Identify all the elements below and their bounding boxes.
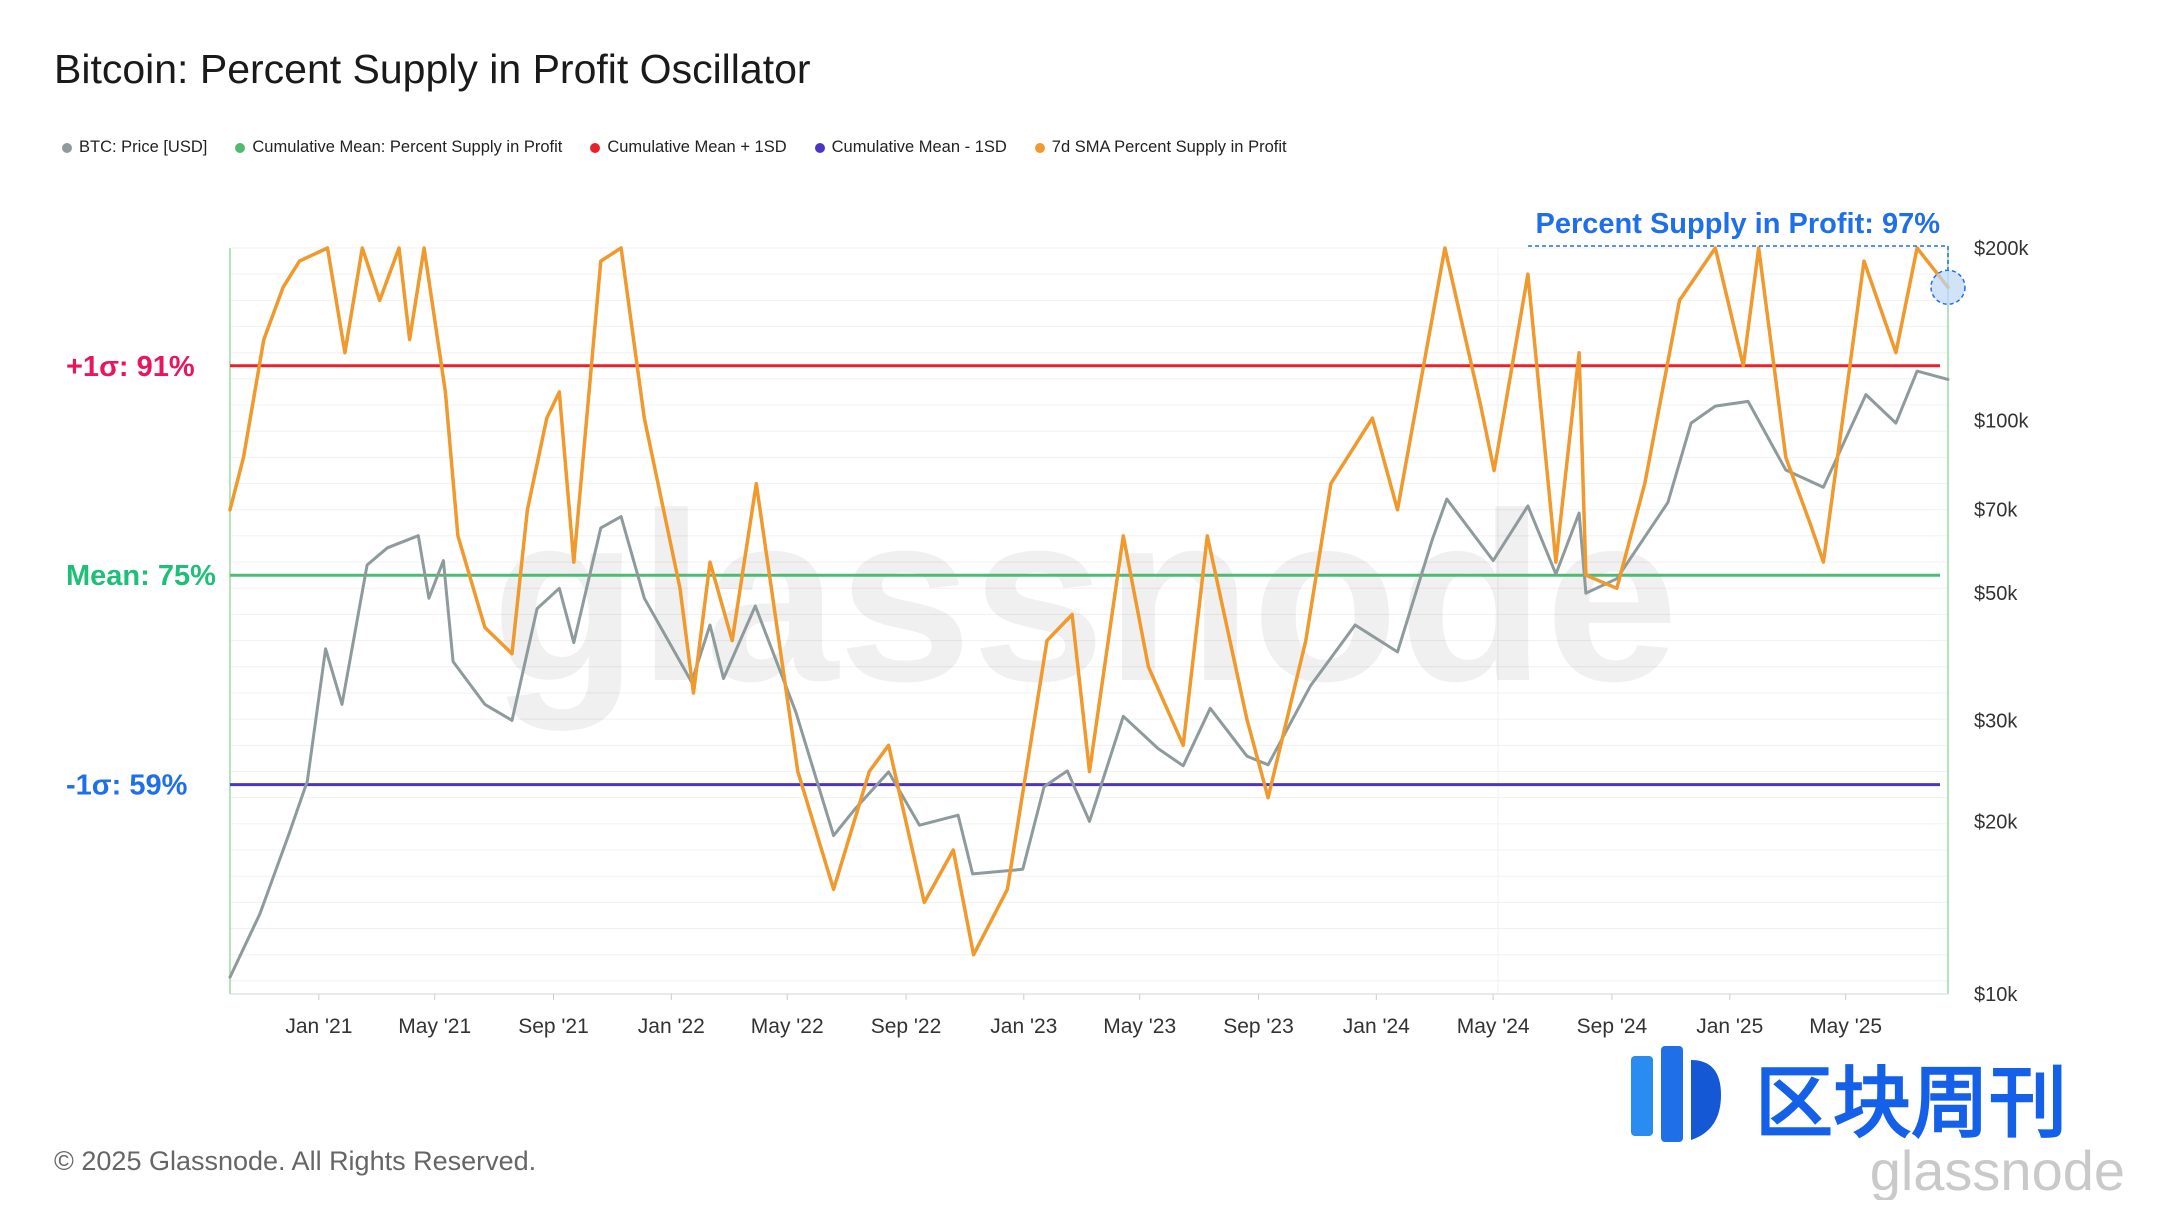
x-tick-label: May '24	[1457, 1015, 1530, 1038]
reference-label: -1σ: 59%	[66, 770, 188, 802]
x-tick-label: Sep '21	[518, 1015, 589, 1038]
legend-item-7d-sma[interactable]: 7d SMA Percent Supply in Profit	[1034, 138, 1287, 157]
reference-label: +1σ: 91%	[66, 351, 195, 383]
legend-label: BTC: Price [USD]	[79, 138, 208, 156]
x-tick-label: Jan '24	[1343, 1015, 1410, 1038]
x-tick-label: Jan '21	[285, 1015, 352, 1038]
current-value-annotation: Percent Supply in Profit: 97%	[1528, 208, 1966, 306]
y-tick-label: $70k	[1974, 499, 2018, 521]
brand-mark-icon	[1631, 1046, 1721, 1142]
series-layer	[228, 246, 1950, 979]
brand-en-text: glassnode	[1870, 1139, 2125, 1200]
legend-label: Cumulative Mean: Percent Supply in Profi…	[252, 138, 563, 156]
legend-label: 7d SMA Percent Supply in Profit	[1051, 138, 1287, 156]
annotation-marker	[1930, 269, 1966, 306]
y-tick-label: $100k	[1974, 411, 2029, 433]
x-tick-label: Sep '22	[871, 1015, 942, 1038]
y-tick-label: $20k	[1974, 811, 2018, 833]
series-line-7d-sma	[228, 246, 1950, 957]
x-tick-label: Sep '23	[1223, 1015, 1294, 1038]
legend-item-cumulative-mean[interactable]: Cumulative Mean: Percent Supply in Profi…	[235, 138, 562, 157]
x-tick-label: May '21	[398, 1015, 471, 1038]
x-tick-label: Sep '24	[1577, 1015, 1648, 1038]
chart-axes	[229, 248, 1949, 995]
x-tick-label: May '25	[1809, 1015, 1882, 1038]
annotation-label: Percent Supply in Profit: 97%	[1536, 208, 1941, 240]
y-axis-ticks: $200k $100k $70k $50k $30k $20k $10k	[1974, 238, 2029, 1006]
x-tick-label: Jan '22	[638, 1015, 705, 1038]
x-tick-label: Jan '23	[990, 1015, 1057, 1038]
legend-label: Cumulative Mean + 1SD	[607, 138, 787, 156]
legend-label: Cumulative Mean - 1SD	[831, 138, 1007, 156]
x-tick-label: May '22	[751, 1015, 824, 1038]
reference-lines: +1σ: 91% Mean: 75% -1σ: 59%	[66, 351, 1940, 802]
copyright-footer: © 2025 Glassnode. All Rights Reserved.	[54, 1146, 537, 1176]
grid-lines	[230, 247, 1948, 994]
brand-cn-text: 区块周刊	[1755, 1059, 2067, 1149]
legend-dot	[814, 142, 825, 153]
y-tick-label: $50k	[1974, 583, 2018, 605]
legend-item-mean-plus-1sd[interactable]: Cumulative Mean + 1SD	[590, 138, 787, 157]
reference-label: Mean: 75%	[66, 560, 216, 592]
x-tick-label: Jan '25	[1696, 1015, 1763, 1038]
legend-item-btc-price[interactable]: BTC: Price [USD]	[62, 138, 207, 157]
chart-legend: BTC: Price [USD] Cumulative Mean: Percen…	[62, 138, 1287, 157]
legend-item-mean-minus-1sd[interactable]: Cumulative Mean - 1SD	[814, 138, 1007, 157]
chart-title: Bitcoin: Percent Supply in Profit Oscill…	[54, 46, 811, 92]
watermark-text: glassnode	[492, 463, 1679, 731]
legend-dot	[62, 142, 72, 153]
series-line-btc-price	[228, 369, 1950, 979]
y-tick-label: $10k	[1974, 984, 2018, 1006]
y-tick-label: $30k	[1974, 710, 2018, 732]
legend-dot	[590, 142, 601, 153]
y-tick-label: $200k	[1974, 238, 2029, 260]
annotation-leader-line	[1528, 245, 1949, 270]
x-tick-label: May '23	[1103, 1015, 1176, 1038]
x-axis-ticks: Jan '21 May '21 Sep '21 Jan '22 May '22 Sep '…	[285, 994, 1882, 1038]
legend-dot	[235, 142, 246, 153]
brand-logo: 区块周刊 glassnode	[1631, 1046, 2125, 1200]
legend-dot	[1034, 142, 1045, 153]
